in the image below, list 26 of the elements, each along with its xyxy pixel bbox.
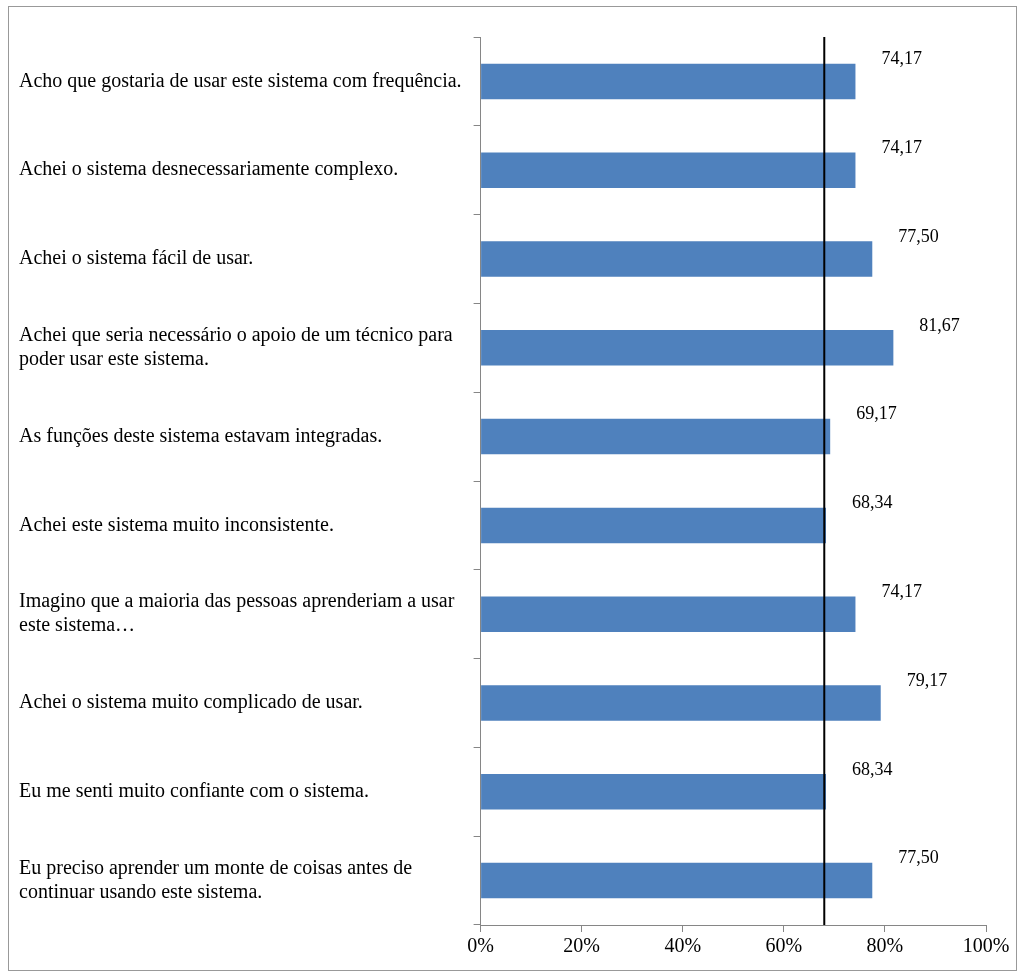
data-label: 74,17 [881,48,922,69]
y-tick-label: Imagino que a maioria das pessoas aprenderiam a usar este sistema… [19,589,455,636]
y-tick-label: Achei o sistema muito complicado de usar. [19,690,363,714]
data-label: 79,17 [906,669,948,690]
x-tick-label: 40% [664,934,702,957]
data-label: 68,34 [851,758,893,779]
y-tick-label: Eu me senti muito confiante com o sistema. [19,779,369,802]
data-label: 74,17 [881,580,922,601]
x-tick-label: 60% [765,934,803,957]
data-label: 69,17 [856,403,897,424]
x-tick-label: 80% [866,934,904,957]
data-label: 68,34 [851,492,893,513]
y-tick-label: As funções deste sistema estavam integradas. [19,423,383,447]
data-label: 81,67 [919,314,960,335]
y-tick-label: Achei o sistema fácil de usar. [19,246,254,269]
x-tick-label: 100% [962,934,1010,957]
y-tick-label: Achei o sistema desnecessariamente complexo. [19,157,399,181]
y-tick-label: Achei que seria necessário o apoio de um técnico para poder usar este sistema. [19,323,453,371]
data-label: 77,50 [898,847,939,868]
y-tick-label: Achei este sistema muito inconsistente. [19,512,334,535]
y-tick-label: Acho que gostaria de usar este sistema com frequência. [19,68,462,92]
x-tick-label: 0% [467,934,494,957]
x-tick-label: 20% [563,934,601,957]
y-tick-label: Eu preciso aprender um monte de coisas antes de continuar usando este sistema. [19,855,413,902]
data-label: 74,17 [881,136,922,157]
data-label: 77,50 [898,225,939,246]
